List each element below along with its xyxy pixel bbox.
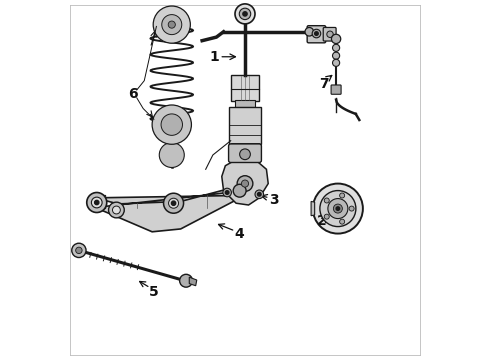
Circle shape [340,219,344,224]
Circle shape [333,204,343,213]
Circle shape [169,198,178,208]
Circle shape [312,29,321,38]
FancyBboxPatch shape [231,75,259,102]
Circle shape [331,34,341,44]
Circle shape [242,180,248,187]
Circle shape [333,52,340,59]
Circle shape [333,59,340,66]
Circle shape [333,44,340,51]
Circle shape [95,201,99,204]
Circle shape [233,184,246,197]
Circle shape [336,207,340,210]
FancyBboxPatch shape [228,144,262,162]
Text: 5: 5 [149,285,159,299]
Circle shape [168,21,175,28]
Circle shape [349,206,354,211]
Polygon shape [222,158,268,205]
Circle shape [92,197,102,208]
Circle shape [240,149,250,159]
Circle shape [161,114,182,135]
Circle shape [75,247,82,253]
Circle shape [113,206,121,214]
Circle shape [255,190,264,199]
Circle shape [172,201,176,205]
Circle shape [225,191,229,194]
Circle shape [223,188,231,197]
FancyBboxPatch shape [307,26,326,43]
Circle shape [159,143,184,167]
Circle shape [87,193,107,212]
Circle shape [243,12,247,16]
Circle shape [305,27,314,36]
Circle shape [162,15,182,35]
Circle shape [327,31,333,37]
Text: 6: 6 [128,87,137,101]
Polygon shape [95,185,245,232]
Circle shape [72,243,86,257]
Polygon shape [189,277,197,286]
FancyBboxPatch shape [331,85,341,94]
Text: 7: 7 [319,77,328,91]
Circle shape [340,193,344,198]
Circle shape [258,193,261,196]
FancyBboxPatch shape [236,100,254,107]
Circle shape [237,176,253,192]
FancyBboxPatch shape [229,107,261,144]
Circle shape [313,184,363,234]
Circle shape [328,199,348,219]
Text: 3: 3 [269,193,278,207]
Text: 2: 2 [317,214,327,228]
Circle shape [324,198,329,203]
Circle shape [320,190,356,226]
Polygon shape [311,202,315,216]
Circle shape [109,202,124,218]
Circle shape [239,8,251,19]
Circle shape [235,4,255,24]
Circle shape [152,105,192,144]
Text: 4: 4 [235,226,245,240]
Circle shape [164,193,184,213]
Circle shape [324,214,329,219]
Circle shape [153,6,190,43]
Circle shape [315,32,318,35]
Circle shape [180,274,193,287]
FancyBboxPatch shape [230,143,260,147]
FancyBboxPatch shape [323,27,336,41]
Text: 1: 1 [210,50,220,64]
